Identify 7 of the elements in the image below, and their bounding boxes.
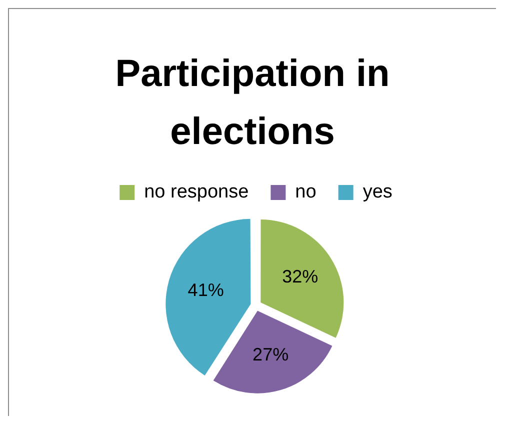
data-label: 41% [188,280,224,300]
legend-label: yes [362,182,392,203]
data-label: 32% [282,266,318,286]
legend-label: no [295,182,316,203]
chart-title: Participation in elections [114,52,391,155]
data-label: 27% [252,344,289,365]
legend-label: no response [144,182,249,203]
